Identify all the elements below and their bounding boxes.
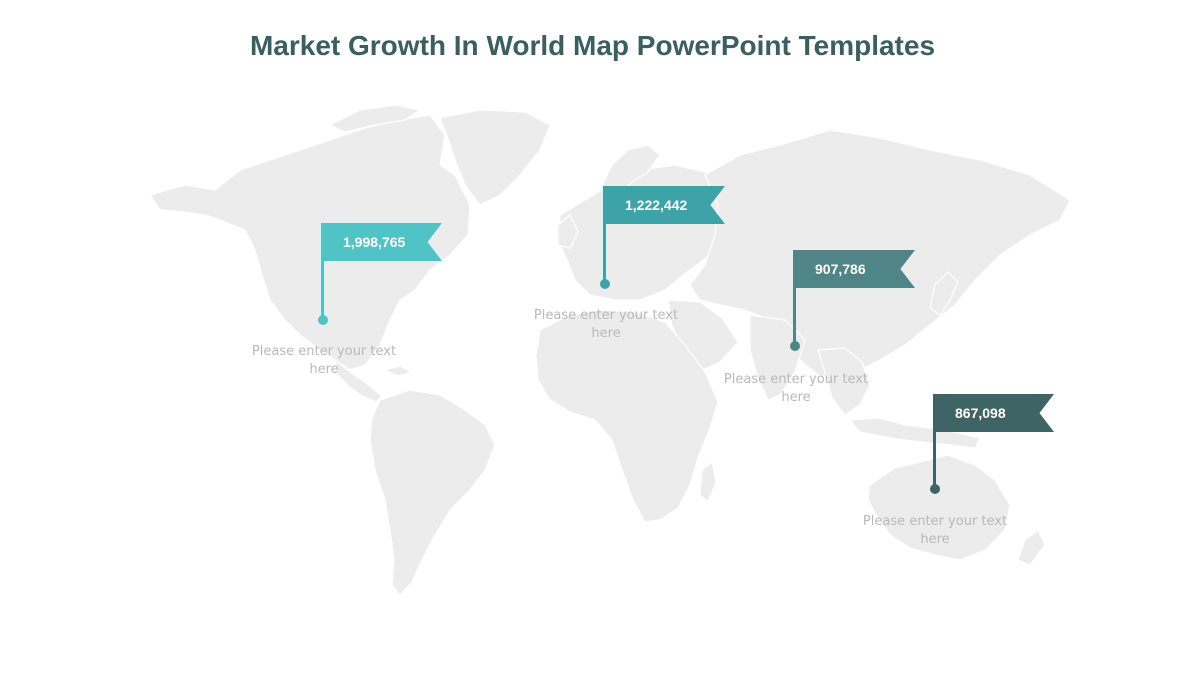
arctic-islands [329,104,421,133]
page-title: Market Growth In World Map PowerPoint Te… [249,30,936,61]
indonesia-islands [849,417,981,449]
value-flag: 1,998,765 [321,223,442,261]
madagascar [699,461,717,503]
location-dot [930,484,940,494]
value-flag: 867,098 [933,394,1054,432]
southeast-asia-landmass [817,347,871,416]
caption-text: Please enter your text here [533,308,679,341]
flag-pole [793,286,796,346]
value-flag: 907,786 [793,250,915,288]
location-dot [600,279,610,289]
central-america-landmass [334,359,383,403]
caption-text: Please enter your text here [723,372,869,405]
japan-islands [929,271,959,316]
new-zealand [1017,529,1046,566]
caption-text: Please enter your text here [862,514,1008,547]
caribbean-islands [384,365,413,377]
value-label: 907,786 [815,261,866,277]
north-america-landmass [149,114,471,371]
value-label: 1,998,765 [343,234,406,250]
value-label: 867,098 [955,405,1006,421]
greenland-landmass [439,109,551,206]
location-dot [790,341,800,351]
value-flag: 1,222,442 [603,186,725,224]
location-dot [318,315,328,325]
value-label: 1,222,442 [625,197,688,213]
africa-landmass [535,309,719,523]
indian-subcontinent [749,314,806,401]
flag-pole [321,259,324,319]
south-america-landmass [369,389,496,596]
flag-pole [603,222,606,282]
british-isles [557,214,579,249]
flag-pole [933,430,936,488]
caption-text: Please enter your text here [251,344,397,377]
